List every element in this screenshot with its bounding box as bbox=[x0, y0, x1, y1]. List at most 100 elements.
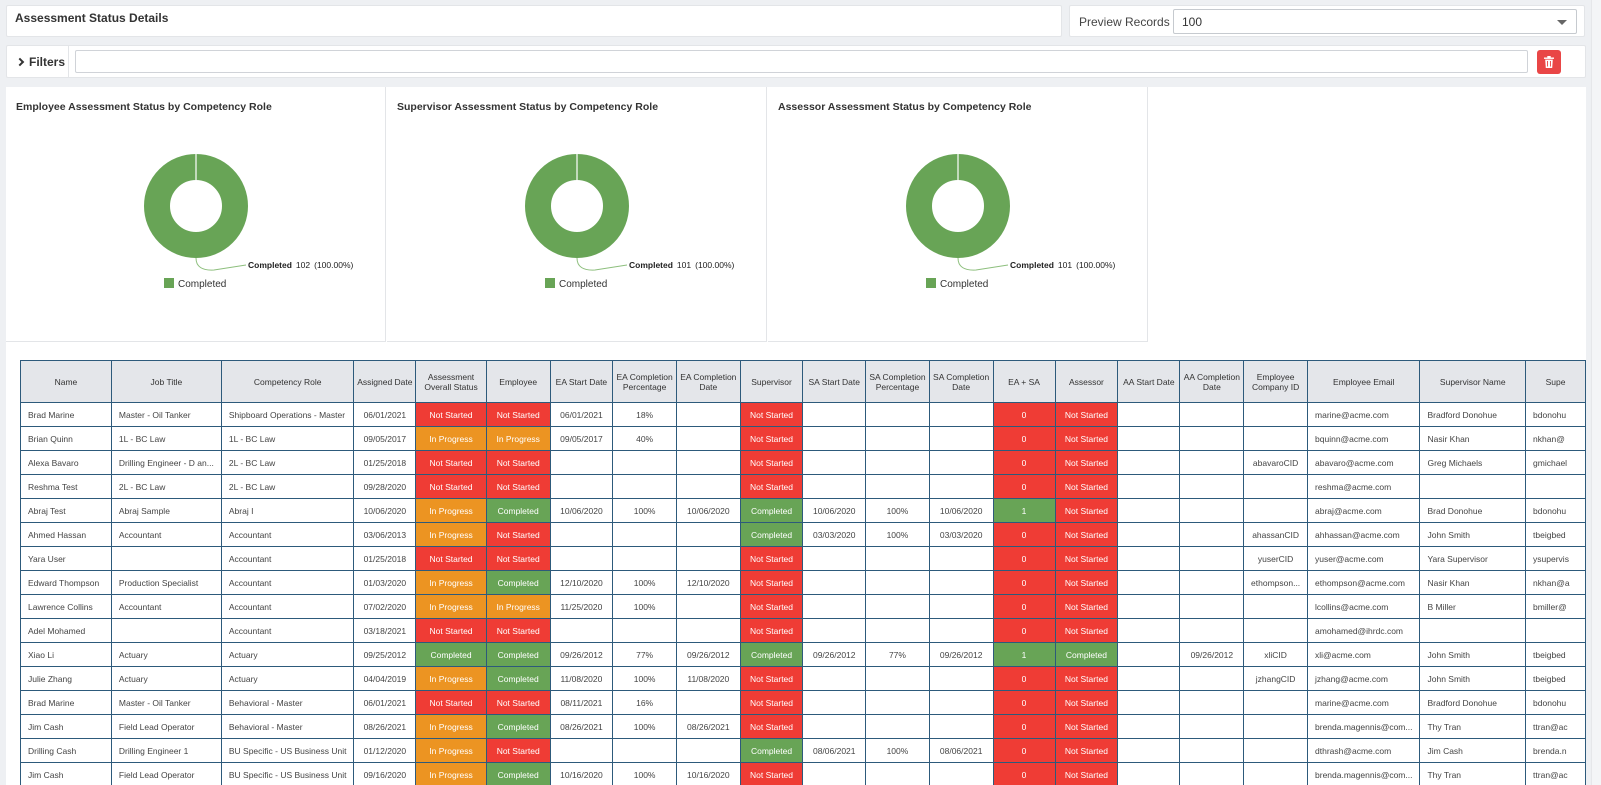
table-cell: reshma@acme.com bbox=[1307, 474, 1421, 499]
table-cell: tbeigbed bbox=[1525, 522, 1586, 547]
status-badge: In Progress bbox=[415, 762, 487, 785]
assessment-table-container[interactable]: Name Job Title Competency Role Assigned Dat… bbox=[20, 360, 1586, 785]
table-row[interactable]: Jim Cash Field Lead Operator Behavioral - … bbox=[20, 714, 1586, 739]
table-cell: 08/26/2021 bbox=[675, 714, 741, 739]
filters-input[interactable] bbox=[75, 50, 1528, 73]
status-badge: Not Started bbox=[1054, 618, 1119, 643]
column-header[interactable]: SA Start Date bbox=[802, 360, 867, 403]
column-header[interactable]: Supe bbox=[1525, 360, 1586, 403]
column-header[interactable]: EA + SA bbox=[992, 360, 1056, 403]
table-row[interactable]: Brian Quinn 1L - BC Law 1L - BC Law 09/05/2… bbox=[20, 426, 1586, 451]
table-cell: 01/25/2018 bbox=[353, 450, 417, 475]
column-header[interactable]: Assessor bbox=[1054, 360, 1119, 403]
table-row[interactable]: Brad Marine Master - Oil Tanker Shipboard … bbox=[20, 402, 1586, 427]
table-cell bbox=[928, 714, 994, 739]
column-header[interactable]: Job Title bbox=[110, 360, 222, 403]
table-row[interactable]: Edward Thompson Production Specialist Acco… bbox=[20, 570, 1586, 595]
table-cell bbox=[675, 522, 741, 547]
status-badge: Not Started bbox=[739, 426, 804, 451]
preview-records-select[interactable]: 100 bbox=[1173, 9, 1577, 34]
table-row[interactable]: Ahmed Hassan Accountant Accountant 03/06/20… bbox=[20, 522, 1586, 547]
table-cell bbox=[549, 474, 614, 499]
column-header[interactable]: Supervisor bbox=[739, 360, 804, 403]
status-badge: Not Started bbox=[485, 522, 551, 547]
column-header[interactable]: Employee bbox=[485, 360, 551, 403]
status-badge: In Progress bbox=[415, 570, 487, 595]
column-header[interactable]: AA Completion Date bbox=[1179, 360, 1245, 403]
table-cell: Lawrence Collins bbox=[20, 594, 112, 619]
table-row[interactable]: Jim Cash Field Lead Operator BU Specific -… bbox=[20, 762, 1586, 785]
table-cell bbox=[865, 594, 930, 619]
status-badge: In Progress bbox=[485, 426, 551, 451]
status-badge: Completed bbox=[739, 738, 804, 763]
table-row[interactable]: Adel Mohamed Accountant 03/18/2021 Not Star… bbox=[20, 618, 1586, 643]
table-cell: jzhangCID bbox=[1243, 666, 1309, 691]
status-badge: Not Started bbox=[415, 618, 487, 643]
label-leader-line bbox=[957, 257, 1009, 271]
column-header[interactable]: Employee Email bbox=[1307, 360, 1421, 403]
status-badge: Completed bbox=[1054, 642, 1119, 667]
page-scrollbar[interactable] bbox=[1591, 0, 1601, 785]
table-cell: 03/06/2013 bbox=[353, 522, 417, 547]
status-badge: Not Started bbox=[485, 690, 551, 715]
column-header[interactable]: Supervisor Name bbox=[1419, 360, 1527, 403]
status-badge: In Progress bbox=[415, 714, 487, 739]
column-header[interactable]: EA Completion Percentage bbox=[612, 360, 677, 403]
table-cell bbox=[865, 450, 930, 475]
table-cell bbox=[1117, 690, 1181, 715]
table-cell: Master - Oil Tanker bbox=[110, 402, 222, 427]
table-row[interactable]: Reshma Test 2L - BC Law 2L - BC Law 09/28/2… bbox=[20, 474, 1586, 499]
table-cell bbox=[865, 570, 930, 595]
table-cell bbox=[1179, 738, 1245, 763]
status-badge: Not Started bbox=[1054, 762, 1119, 785]
legend-swatch bbox=[545, 278, 555, 288]
column-header[interactable]: Assessment Overall Status bbox=[415, 360, 487, 403]
table-row[interactable]: Julie Zhang Actuary Actuary 04/04/2019 In Pr… bbox=[20, 666, 1586, 691]
column-header[interactable]: SA Completion Percentage bbox=[865, 360, 930, 403]
column-header[interactable]: SA Completion Date bbox=[928, 360, 994, 403]
table-row[interactable]: Brad Marine Master - Oil Tanker Behavioral… bbox=[20, 690, 1586, 715]
table-row[interactable]: Drilling Cash Drilling Engineer 1 BU Speci… bbox=[20, 738, 1586, 763]
table-cell: tbeigbed bbox=[1525, 666, 1586, 691]
table-cell bbox=[1117, 594, 1181, 619]
table-cell bbox=[1179, 570, 1245, 595]
clear-filters-button[interactable] bbox=[1537, 50, 1561, 74]
slice-label-pct: (100.00%) bbox=[1076, 260, 1115, 270]
column-header[interactable]: Competency Role bbox=[220, 360, 355, 403]
ea-sa-score: 0 bbox=[992, 474, 1056, 499]
ea-sa-score: 0 bbox=[992, 714, 1056, 739]
column-header[interactable]: EA Completion Date bbox=[675, 360, 741, 403]
column-header[interactable]: Name bbox=[20, 360, 112, 403]
legend-label[interactable]: Completed bbox=[559, 279, 607, 290]
slice-label: Completed 101 (100.00%) bbox=[629, 260, 734, 270]
column-header[interactable]: Assigned Date bbox=[353, 360, 417, 403]
ea-sa-score: 1 bbox=[992, 642, 1056, 667]
column-header[interactable]: Employee Company ID bbox=[1243, 360, 1309, 403]
table-cell: 09/05/2017 bbox=[353, 426, 417, 451]
status-badge: In Progress bbox=[415, 426, 487, 451]
status-badge: Not Started bbox=[739, 450, 804, 475]
table-row[interactable]: Alexa Bavaro Drilling Engineer - D an... 2… bbox=[20, 450, 1586, 475]
status-badge: Not Started bbox=[1054, 450, 1119, 475]
table-cell bbox=[612, 618, 677, 643]
table-row[interactable]: Lawrence Collins Accountant Accountant 07/0… bbox=[20, 594, 1586, 619]
table-row[interactable]: Abraj Test Abraj Sample Abraj I 10/06/2020 I… bbox=[20, 498, 1586, 523]
status-badge: Not Started bbox=[1054, 738, 1119, 763]
table-row[interactable]: Yara User Accountant 01/25/2018 Not Started… bbox=[20, 546, 1586, 571]
table-cell bbox=[1243, 594, 1309, 619]
table-cell: ysupervis bbox=[1525, 546, 1586, 571]
table-cell: abraj@acme.com bbox=[1307, 498, 1421, 523]
column-header[interactable]: EA Start Date bbox=[549, 360, 614, 403]
status-badge: In Progress bbox=[415, 738, 487, 763]
table-cell: brenda.n bbox=[1525, 738, 1586, 763]
table-cell bbox=[928, 690, 994, 715]
table-row[interactable]: Xiao Li Actuary Actuary 09/25/2012 Completed… bbox=[20, 642, 1586, 667]
table-cell bbox=[675, 594, 741, 619]
table-cell bbox=[549, 450, 614, 475]
column-header[interactable]: AA Start Date bbox=[1117, 360, 1181, 403]
legend-label[interactable]: Completed bbox=[178, 279, 226, 290]
legend-label[interactable]: Completed bbox=[940, 279, 988, 290]
table-cell: 01/12/2020 bbox=[353, 738, 417, 763]
status-badge: Not Started bbox=[1054, 498, 1119, 523]
filters-toggle[interactable]: Filters bbox=[7, 46, 69, 77]
